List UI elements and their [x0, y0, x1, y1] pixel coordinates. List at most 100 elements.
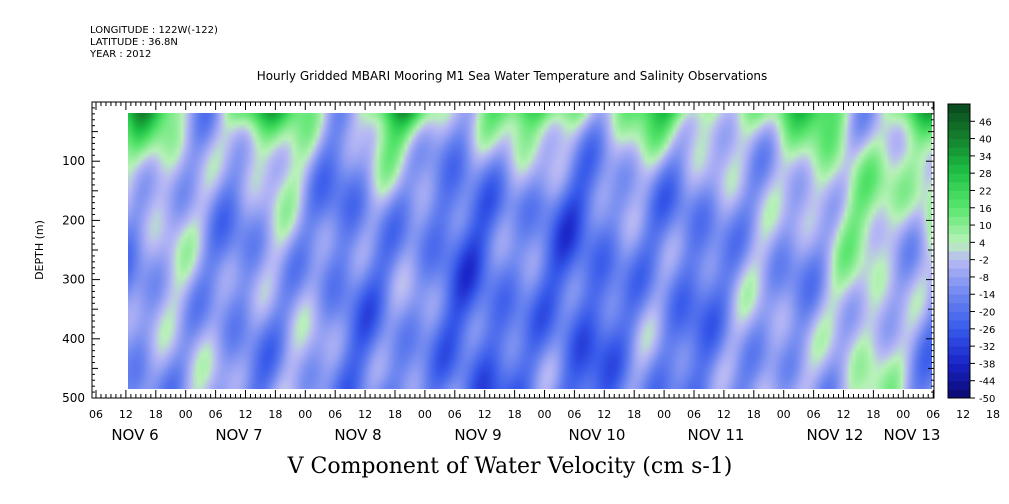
colorbar-band: [948, 155, 970, 165]
colorbar-band: [948, 164, 970, 174]
colorbar-band: [948, 328, 970, 338]
colorbar-label: -2: [979, 256, 989, 267]
colorbar-label: -14: [979, 290, 995, 301]
colorbar-band: [948, 216, 970, 226]
x-axis-title: V Component of Water Velocity (cm s-1): [287, 454, 733, 479]
y-tick-label: 100: [62, 154, 85, 168]
colorbar-band: [948, 225, 970, 235]
colorbar-band: [948, 207, 970, 217]
colorbar-label: 28: [979, 169, 992, 180]
colorbar-band: [948, 268, 970, 278]
x-hour-tick-label: 12: [119, 408, 133, 421]
x-hour-tick-label: 18: [866, 408, 880, 421]
x-hour-tick-label: 06: [807, 408, 821, 421]
colorbar-label: 22: [979, 186, 992, 197]
x-hour-tick-label: 00: [657, 408, 671, 421]
colorbar-label: -20: [979, 308, 995, 319]
x-hour-tick-label: 00: [418, 408, 432, 421]
colorbar-band: [948, 285, 970, 295]
colorbar-band: [948, 138, 970, 148]
colorbar-label: 46: [979, 117, 992, 128]
colorbar-band: [948, 112, 970, 122]
colorbar-band: [948, 346, 970, 356]
colorbar-label: 10: [979, 221, 992, 232]
colorbar-band: [948, 380, 970, 390]
colorbar-label: -44: [979, 377, 995, 388]
colorbar-band: [948, 294, 970, 304]
colorbar-label: -26: [979, 325, 995, 336]
x-hour-tick-label: 06: [328, 408, 342, 421]
colorbar-label: 34: [979, 152, 992, 163]
colorbar-band: [948, 104, 970, 114]
x-hour-tick-label: 12: [956, 408, 970, 421]
y-tick-label: 400: [62, 332, 85, 346]
x-hour-tick-label: 06: [209, 408, 223, 421]
heatmap-field: [128, 113, 932, 389]
x-hour-tick-label: 18: [986, 408, 1000, 421]
colorbar-band: [948, 242, 970, 252]
x-date-label: NOV 11: [688, 426, 745, 444]
x-hour-tick-label: 12: [717, 408, 731, 421]
chart-title: Hourly Gridded MBARI Mooring M1 Sea Wate…: [256, 69, 768, 83]
colorbar-band: [948, 302, 970, 312]
colorbar-band: [948, 320, 970, 330]
x-hour-tick-label: 00: [538, 408, 552, 421]
x-hour-tick-label: 06: [687, 408, 701, 421]
x-date-label: NOV 6: [111, 426, 158, 444]
colorbar-label: 4: [979, 238, 985, 249]
x-hour-tick-label: 18: [268, 408, 282, 421]
y-tick-label: 300: [62, 273, 85, 287]
x-hour-tick-label: 06: [567, 408, 581, 421]
x-hour-tick-label: 12: [478, 408, 492, 421]
x-date-label: NOV 9: [454, 426, 501, 444]
y-tick-label: 500: [62, 391, 85, 405]
year-label: YEAR : 2012: [90, 49, 152, 60]
colorbar-band: [948, 173, 970, 183]
x-date-label: NOV 13: [884, 426, 941, 444]
colorbar-band: [948, 251, 970, 261]
colorbar-band: [948, 233, 970, 243]
colorbar-band: [948, 276, 970, 286]
colorbar-band: [948, 147, 970, 157]
colorbar-band: [948, 259, 970, 269]
colorbar-band: [948, 199, 970, 209]
x-hour-tick-label: 00: [896, 408, 910, 421]
x-date-label: NOV 12: [807, 426, 864, 444]
colorbar-band: [948, 129, 970, 139]
x-hour-tick-label: 00: [777, 408, 791, 421]
colorbar-band: [948, 190, 970, 200]
x-date-label: NOV 8: [334, 426, 381, 444]
latitude-label: LATITUDE : 36.8N: [90, 37, 178, 48]
x-hour-tick-label: 12: [239, 408, 253, 421]
x-hour-tick-label: 18: [747, 408, 761, 421]
x-hour-tick-label: 12: [597, 408, 611, 421]
x-date-label: NOV 10: [569, 426, 626, 444]
colorbar-label: -50: [979, 394, 995, 405]
colorbar-label: -32: [979, 342, 995, 353]
colorbar-label: -8: [979, 273, 989, 284]
x-hour-tick-label: 12: [837, 408, 851, 421]
x-hour-tick-label: 18: [388, 408, 402, 421]
x-hour-tick-label: 06: [89, 408, 103, 421]
x-hour-tick-label: 06: [926, 408, 940, 421]
colorbar-band: [948, 354, 970, 364]
colorbar-label: -38: [979, 359, 995, 370]
colorbar-label: 16: [979, 204, 992, 215]
y-tick-label: 200: [62, 213, 85, 227]
colorbar-label: 40: [979, 135, 992, 146]
colorbar-band: [948, 372, 970, 382]
x-hour-tick-label: 12: [358, 408, 372, 421]
colorbar-band: [948, 363, 970, 373]
colorbar-band: [948, 337, 970, 347]
x-hour-tick-label: 00: [298, 408, 312, 421]
longitude-label: LONGITUDE : 122W(-122): [90, 25, 218, 36]
colorbar-band: [948, 311, 970, 321]
colorbar-frame: [947, 103, 971, 399]
x-date-label: NOV 7: [215, 426, 262, 444]
x-hour-tick-label: 00: [179, 408, 193, 421]
x-hour-tick-label: 18: [149, 408, 163, 421]
colorbar-band: [948, 389, 970, 399]
x-hour-tick-label: 18: [508, 408, 522, 421]
x-hour-tick-label: 06: [448, 408, 462, 421]
